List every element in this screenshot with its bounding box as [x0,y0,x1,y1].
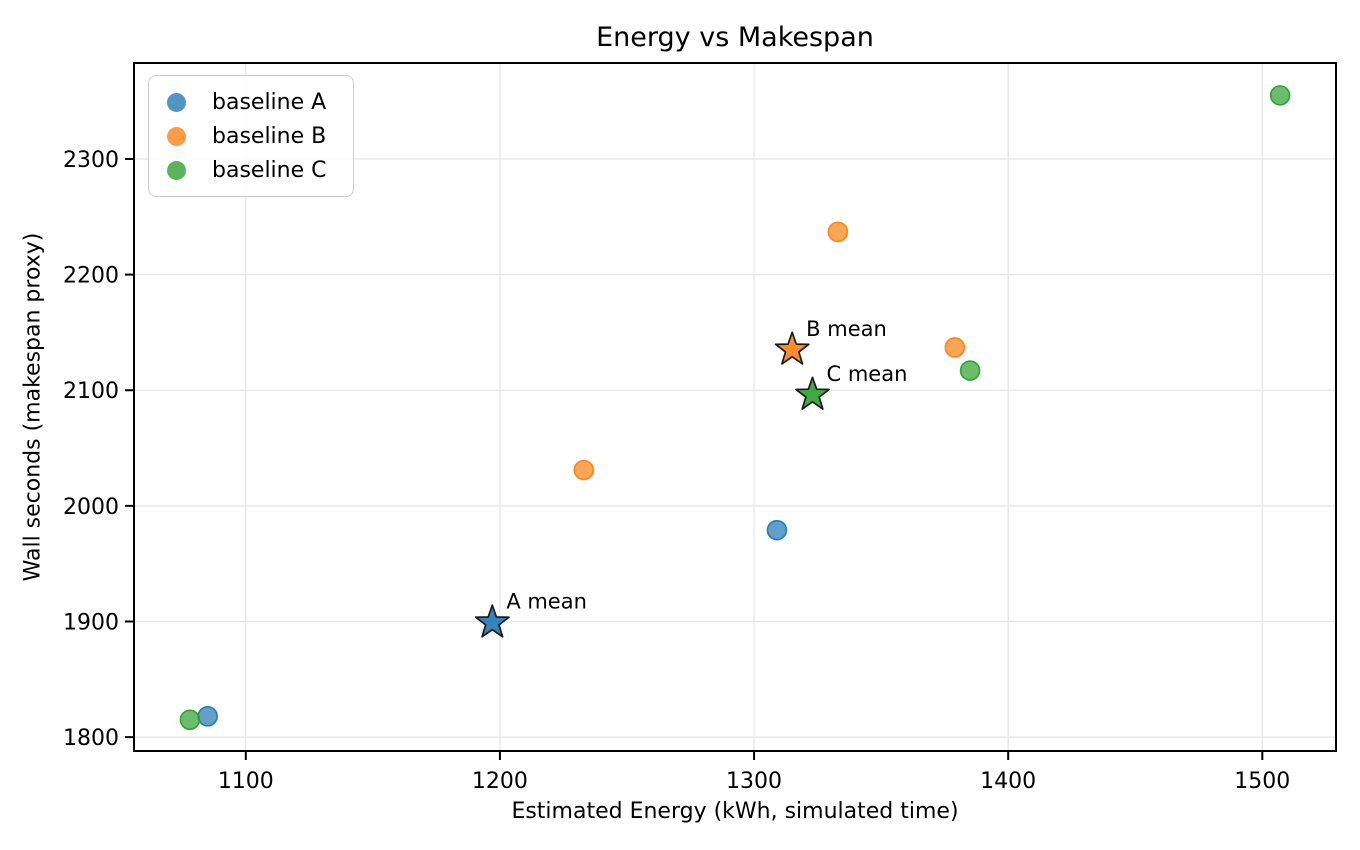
legend-item-baseline-b: baseline B [149,119,353,153]
data-point [573,459,595,481]
y-tick-label: 2300 [63,148,119,173]
x-tick-label: 1500 [1234,769,1290,794]
data-point [827,221,849,243]
plot-border [133,62,1337,752]
legend-marker-icon [167,126,186,146]
y-tick-label: 1800 [63,726,119,751]
legend: baseline A baseline B baseline C [148,75,354,197]
legend-label: baseline A [212,89,327,115]
y-tick-label: 2200 [63,264,119,289]
x-axis-label: Estimated Energy (kWh, simulated time) [511,799,959,824]
y-tick-label: 1900 [63,610,119,635]
mean-annotation: C mean [827,362,908,386]
mean-annotation: B mean [806,317,887,341]
x-tick-label: 1400 [980,769,1036,794]
mean-star [474,604,510,638]
x-tick-label: 1100 [218,769,274,794]
data-point [766,519,788,541]
legend-label: baseline B [212,123,327,149]
legend-marker-icon [167,92,186,112]
legend-label: baseline C [212,157,327,183]
mean-annotation: A mean [506,590,587,614]
legend-item-baseline-c: baseline C [149,153,353,187]
legend-item-baseline-a: baseline A [149,85,353,119]
mean-star [795,376,830,410]
x-tick-label: 1300 [726,769,782,794]
data-point [179,709,201,731]
y-tick-label: 2100 [63,379,119,404]
legend-marker-icon [167,160,186,180]
data-point [197,706,218,727]
mean-star [774,331,810,365]
x-tick-label: 1200 [472,769,528,794]
y-axis-label: Wall seconds (makespan proxy) [20,232,46,582]
y-tick-label: 2000 [63,495,119,520]
chart-title: Energy vs Makespan [596,22,874,53]
data-point [959,360,981,381]
data-point [1269,85,1291,106]
data-point [944,337,966,358]
